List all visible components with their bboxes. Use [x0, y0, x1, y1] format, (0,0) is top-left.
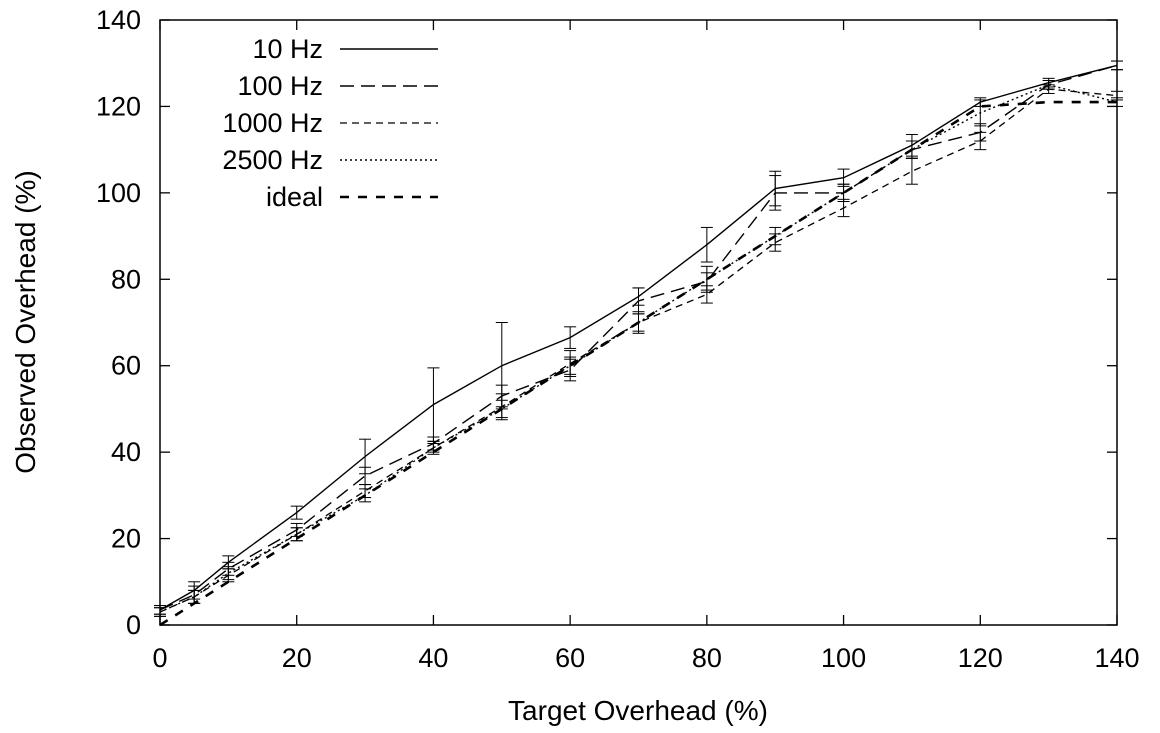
- series-4: [159, 100, 1117, 627]
- legend-label: 10 Hz: [252, 34, 323, 64]
- y-tick-label: 0: [126, 610, 141, 640]
- y-tick-label: 80: [111, 264, 141, 294]
- series-line: [159, 64, 1118, 611]
- y-axis-title: Observed Overhead (%): [10, 170, 41, 473]
- x-tick-label: 60: [555, 643, 585, 673]
- y-tick-label: 40: [111, 437, 141, 467]
- series-line: [159, 100, 1117, 627]
- y-tick-label: 120: [96, 91, 141, 121]
- x-tick-label: 40: [418, 643, 448, 673]
- x-tick-label: 0: [152, 643, 167, 673]
- series-layer: [154, 60, 1123, 627]
- y-tick-label: 140: [96, 5, 141, 35]
- axis-ticks: 0 20 40 60 80 100 120 140 0 20 40 60 80 100 120 140: [96, 5, 1140, 673]
- series-3: [154, 80, 1123, 617]
- legend-label: 1000 Hz: [222, 108, 323, 138]
- series-line: [159, 64, 1118, 611]
- x-tick-label: 80: [692, 643, 722, 673]
- x-tick-label: 120: [958, 643, 1003, 673]
- legend-label: ideal: [266, 182, 323, 212]
- x-tick-label: 20: [282, 643, 312, 673]
- x-axis-title: Target Overhead (%): [508, 695, 768, 726]
- y-tick-label: 60: [111, 351, 141, 381]
- legend-label: 2500 Hz: [222, 145, 323, 175]
- x-tick-label: 100: [821, 643, 866, 673]
- legend: 10 Hz 100 Hz 1000 Hz 2500 Hz ideal: [222, 34, 438, 212]
- plot-frame: [159, 19, 1118, 626]
- legend-label: 100 Hz: [237, 71, 323, 101]
- y-tick-label: 20: [111, 524, 141, 554]
- x-tick-label: 140: [1094, 643, 1139, 673]
- y-tick-label: 100: [96, 178, 141, 208]
